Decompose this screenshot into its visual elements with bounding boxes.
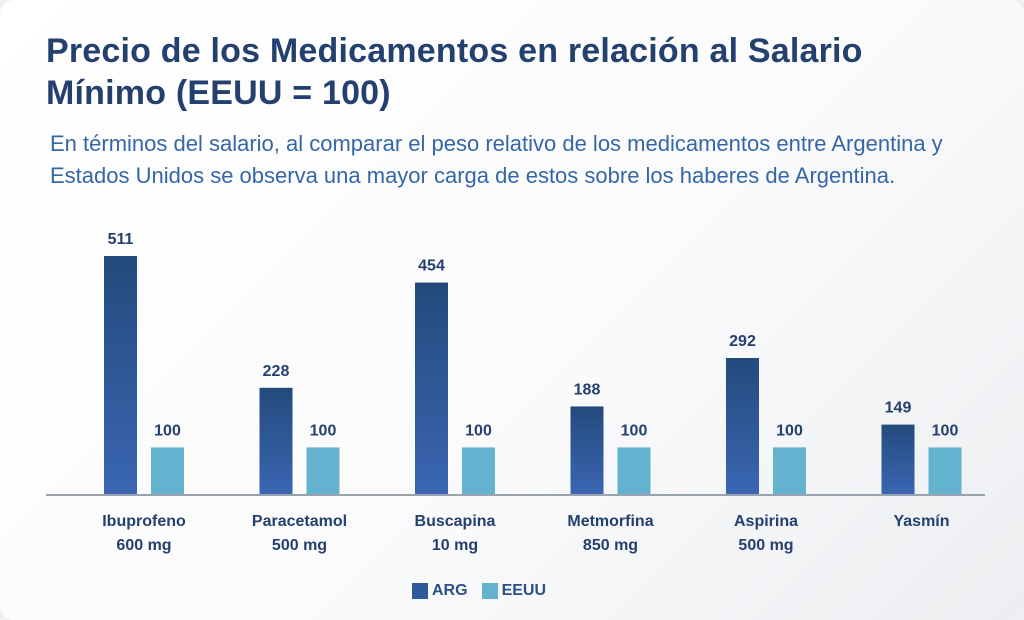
data-label-arg: 511 xyxy=(108,231,134,248)
bar-eeuu xyxy=(306,447,340,494)
category-label: Metmorfina xyxy=(567,513,653,530)
bar-arg xyxy=(259,387,293,494)
bar-arg xyxy=(881,424,915,494)
legend-swatch-eeuu xyxy=(481,583,498,599)
category-label: Aspirina xyxy=(734,513,798,530)
legend-swatch-arg xyxy=(412,583,428,599)
legend-item-arg: ARG xyxy=(412,582,468,600)
data-label-arg: 149 xyxy=(885,400,912,417)
data-label-eeuu: 100 xyxy=(154,422,181,439)
bar-eeuu xyxy=(773,447,806,494)
bars-layer: 511 100 Ibuprofeno 600 mg 228 100 Paracetamol 5… xyxy=(102,231,962,554)
category-label: 600 mg xyxy=(116,537,171,554)
bar-arg xyxy=(415,282,448,494)
data-label-eeuu: 100 xyxy=(932,422,959,439)
bar-eeuu xyxy=(928,447,962,494)
category-label: Yasmín xyxy=(893,513,949,530)
category-label: Paracetamol xyxy=(252,513,347,530)
category-label: 500 mg xyxy=(272,537,327,554)
legend-item-eeuu: EEUU xyxy=(481,582,547,600)
bar-eeuu xyxy=(617,447,651,494)
category-label: 850 mg xyxy=(583,537,638,554)
chart-subtitle: En términos del salario, al comparar el … xyxy=(50,131,943,188)
data-label-eeuu: 100 xyxy=(776,422,803,439)
data-label-arg: 188 xyxy=(574,381,601,398)
data-label-eeuu: 100 xyxy=(310,422,337,439)
category-label: 500 mg xyxy=(738,537,793,554)
legend-label-eeuu: EEUU xyxy=(501,582,547,599)
data-label-eeuu: 100 xyxy=(465,422,492,439)
bar-arg xyxy=(726,358,759,494)
data-label-arg: 454 xyxy=(418,258,445,275)
chart-title: Precio de los Medicamentos en relación a… xyxy=(46,32,863,112)
category-label: 10 mg xyxy=(432,537,478,554)
category-label: Buscapina xyxy=(415,513,496,530)
data-label-eeuu: 100 xyxy=(621,422,648,439)
data-label-arg: 228 xyxy=(263,363,290,380)
bar-eeuu xyxy=(151,447,184,494)
data-label-arg: 292 xyxy=(729,333,756,350)
category-label: Ibuprofeno xyxy=(102,513,186,530)
legend: ARG EEUU xyxy=(412,580,560,602)
bar-arg xyxy=(570,406,604,494)
legend-label-arg: ARG xyxy=(432,582,468,599)
bar-eeuu xyxy=(462,447,495,494)
bar-arg xyxy=(104,256,137,494)
